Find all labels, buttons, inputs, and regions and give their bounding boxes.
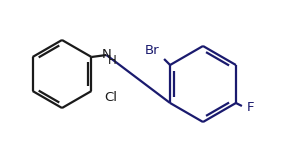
Text: Cl: Cl — [104, 90, 117, 103]
Text: N: N — [102, 47, 111, 61]
Text: Br: Br — [145, 44, 159, 58]
Text: F: F — [247, 100, 255, 114]
Text: H: H — [108, 54, 117, 66]
